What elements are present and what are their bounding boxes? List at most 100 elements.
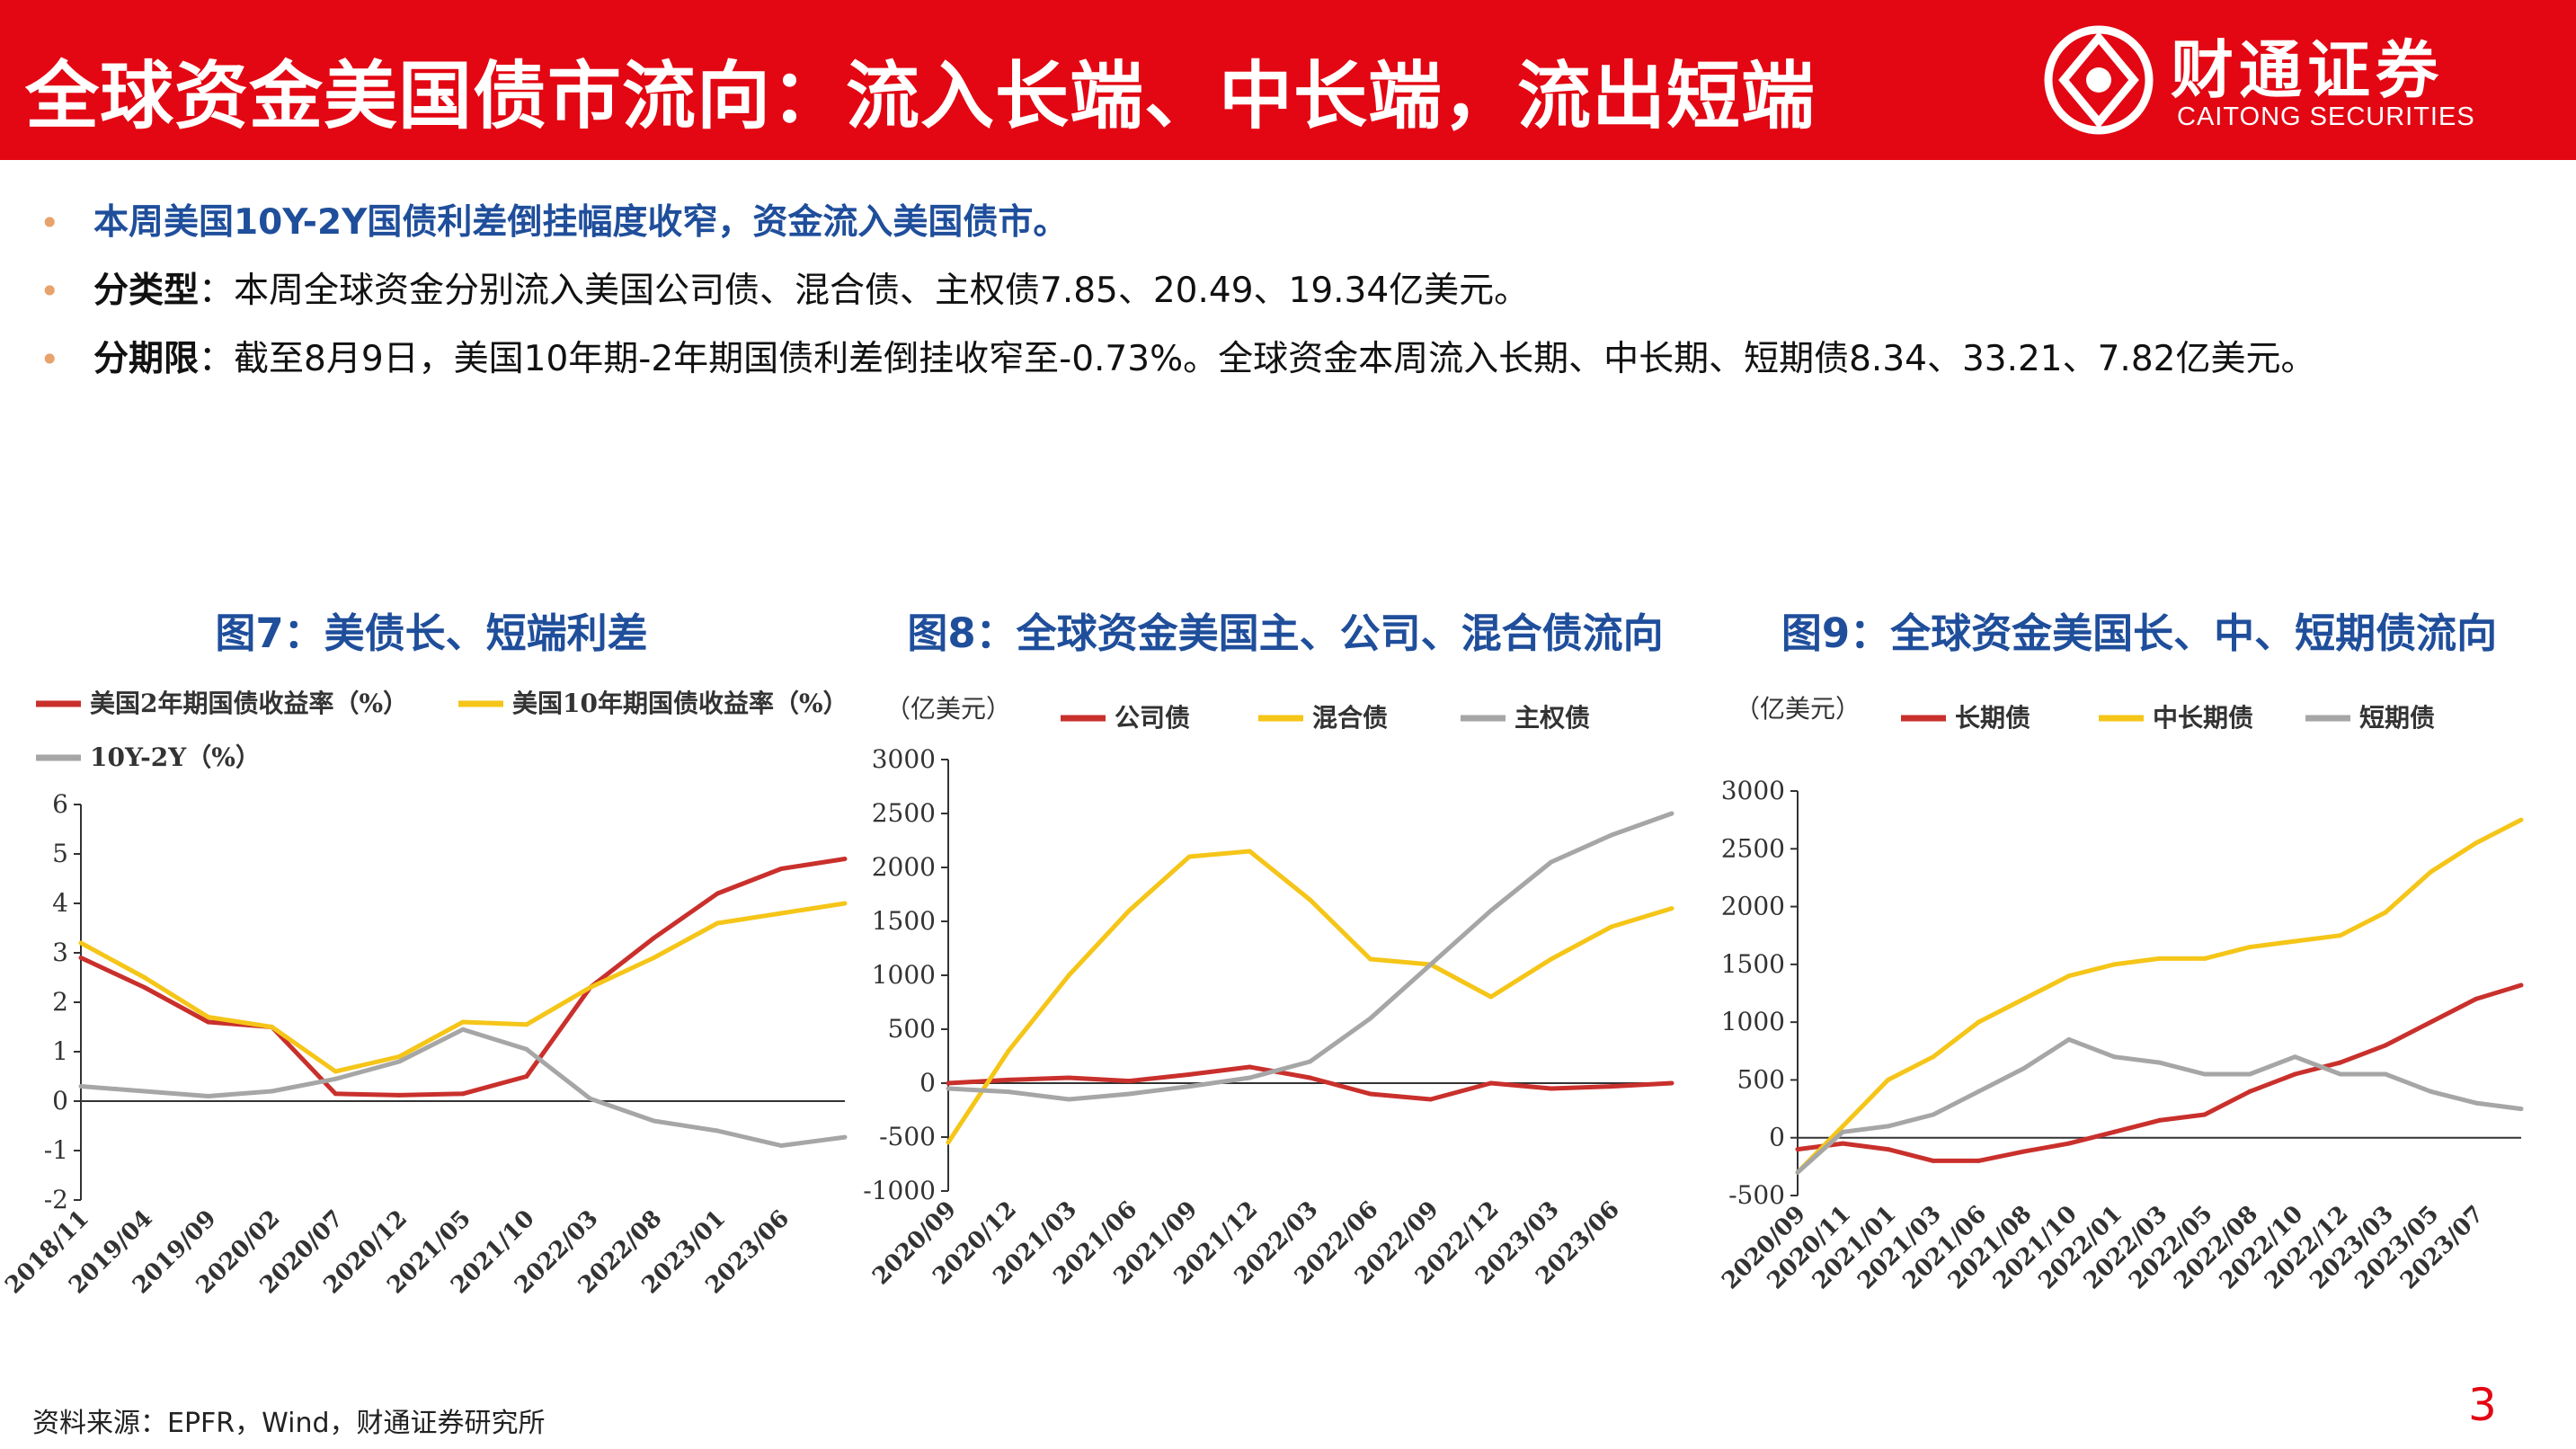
data-point [2066,1141,2072,1146]
data-point [1308,1059,1312,1064]
y-tick-label: 3 [52,938,68,967]
data-point [1006,1089,1011,1095]
data-point [842,857,848,861]
data-point [78,940,84,946]
data-point [2021,1066,2027,1071]
data-point [1368,1016,1373,1021]
unit-label: （亿美元） [885,694,1011,724]
y-tick-label: 2500 [1721,833,1785,863]
data-point [333,1091,338,1097]
data-point [1066,1097,1071,1102]
bullet-by-type: • 分类型：本周全球资金分别流入美国公司债、混合债、主权债7.85、20.49、… [40,257,2556,325]
data-point [1976,1158,1981,1163]
data-point [1795,1147,1800,1152]
logo-emblem-icon [2044,25,2154,135]
data-point [652,1118,656,1124]
data-point [2111,962,2117,967]
bullet-text: ：本周全球资金分别流入美国公司债、混合债、主权债7.85、20.49、19.34… [199,271,1530,311]
legend-label: 10Y-2Y（%） [90,742,261,772]
data-point [2111,1129,2117,1134]
bullet-list: • 本周美国10Y-2Y国债利差倒挂幅度收窄，资金流入美国债市。 • 分类型：本… [40,189,2556,394]
y-tick-label: 500 [888,1014,936,1044]
data-point [2518,982,2524,988]
y-tick-label: -500 [879,1122,936,1151]
data-point [396,1092,402,1098]
y-tick-label: -500 [1728,1180,1785,1210]
data-point [1609,1084,1614,1089]
data-point [2428,1019,2433,1025]
bullet-summary: • 本周美国10Y-2Y国债利差倒挂幅度收窄，资金流入美国债市。 [40,189,2556,257]
data-point [2247,945,2252,950]
y-tick-label: 2000 [872,852,936,882]
data-point [2428,869,2433,875]
data-point [1840,1141,1845,1146]
data-point [142,975,147,980]
bullet-by-term: • 分期限：截至8月9日，美国10年期-2年期国债利差倒挂收窄至-0.73%。全… [40,325,2556,394]
data-point [333,1069,338,1074]
data-point [946,1086,951,1091]
series-line-1 [79,857,846,1098]
y-tick-label: 0 [919,1068,936,1098]
data-point [2518,1107,2524,1112]
data-point [78,956,84,960]
chart-fig9: （亿美元） 长期债 中长期债 短期债 -500 0 500 1000 1500 2000 2500 3… [1717,694,2524,1294]
data-point [2428,1089,2433,1094]
legend-label: 美国2年期国债收益率（%） [90,689,408,718]
data-point [524,1046,529,1052]
bullet-dot-icon: • [40,203,60,243]
data-point [142,985,147,990]
legend-label: 美国10年期国债收益率（%） [512,689,848,718]
data-point [2292,938,2297,944]
data-point [1247,1064,1252,1070]
y-tick-label: 1500 [872,906,936,936]
data-point [270,1089,274,1094]
data-point [270,1025,274,1029]
chart-title-fig9: 图9：全球资金美国长、中、短期债流向 [1781,609,2498,657]
data-point [2338,1060,2343,1065]
legend-label: 长期债 [1955,703,2030,733]
data-point [2292,1071,2297,1077]
data-point [2157,1060,2162,1065]
unit-label: （亿美元） [1735,694,1861,724]
data-point [2338,1071,2343,1077]
data-point [206,1019,211,1025]
data-point [1247,849,1252,854]
data-point [1549,956,1554,962]
data-point [1126,1079,1132,1084]
data-point [206,1015,211,1019]
data-point [2383,1043,2388,1048]
data-point [1488,908,1494,913]
legend-label: 主权债 [1515,703,1590,733]
data-point [2066,1036,2072,1042]
y-tick-label: 1000 [872,960,936,990]
data-point [652,956,656,960]
data-point [1368,1091,1373,1097]
data-point [1066,1075,1071,1080]
y-tick-label: 3000 [1721,776,1785,805]
data-point [2066,973,2072,979]
data-point [2474,996,2479,1001]
series-line-3 [80,1027,846,1148]
data-point [460,1019,466,1025]
data-point [588,1096,593,1101]
bullet-dot-icon: • [40,340,60,379]
series-line-2 [79,901,846,1074]
data-point [1840,1124,1845,1129]
data-point [1840,1129,1845,1134]
data-point [1308,897,1312,902]
data-point [2518,817,2524,822]
y-tick-label: 0 [52,1086,68,1116]
data-point [715,920,720,926]
data-point [1488,994,1494,1000]
data-point [946,1140,951,1145]
bullet-text: 本周美国10Y-2Y国债利差倒挂幅度收窄，资金流入美国债市。 [93,202,1069,243]
bullet-prefix: 分期限 [93,339,200,379]
data-point [2021,996,2027,1001]
data-point [1886,1077,1891,1082]
data-point [524,1074,529,1079]
data-point [2202,1112,2207,1117]
y-tick-label: 5 [52,839,68,868]
data-point [1886,1124,1891,1129]
source-note: 资料来源：EPFR，Wind，财通证券研究所 [32,1408,546,1439]
data-point [460,1027,466,1032]
